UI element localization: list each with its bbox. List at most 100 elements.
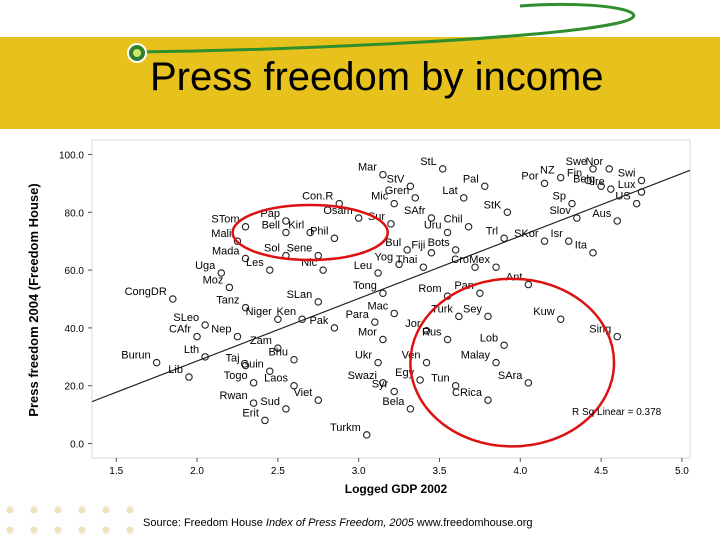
point-label: Zam	[250, 335, 272, 347]
point-label: US	[615, 191, 630, 203]
data-point	[584, 176, 592, 185]
point-label: Laos	[264, 373, 288, 385]
point-label: Gren	[385, 185, 409, 197]
data-point	[379, 379, 387, 387]
data-point	[443, 335, 452, 344]
data-point	[363, 431, 371, 439]
y-tick-label: 20.0	[65, 382, 85, 393]
fit-layer	[91, 169, 691, 403]
data-point	[568, 199, 576, 208]
data-point	[266, 266, 274, 274]
data-point	[476, 289, 484, 297]
point-label: Uru	[424, 220, 442, 232]
data-point	[330, 324, 339, 332]
data-point	[565, 237, 573, 245]
point-label: StK	[484, 199, 502, 211]
point-label: Bell	[262, 220, 280, 232]
point-label: SLan	[287, 289, 313, 301]
point-label: Sey	[463, 303, 482, 315]
x-tick-label: 4.5	[594, 466, 608, 477]
data-point	[492, 358, 500, 367]
x-axis-label: Logged GDP 2002	[345, 482, 448, 496]
y-axis-label: Press freedom 2004 (Freedom House)	[26, 183, 41, 416]
data-point	[613, 217, 622, 225]
data-point	[556, 315, 565, 323]
data-point	[607, 185, 615, 193]
x-tick-label: 2.5	[271, 466, 285, 477]
data-point	[185, 373, 193, 381]
point-label: CAfr	[169, 324, 191, 336]
point-label: Ire	[592, 176, 605, 188]
data-point	[589, 248, 597, 257]
x-tick-label: 1.5	[109, 466, 123, 477]
data-point	[524, 379, 533, 387]
point-label: Mic	[371, 191, 389, 203]
data-point	[540, 179, 549, 188]
point-label: Kuw	[533, 306, 554, 318]
point-label: STom	[211, 214, 239, 226]
data-point	[201, 321, 209, 329]
data-point	[416, 376, 424, 384]
point-label: Ken	[277, 306, 297, 318]
point-label: Sud	[260, 396, 280, 408]
source-prefix: Source: Freedom House	[143, 517, 266, 529]
data-point	[406, 405, 415, 413]
data-point	[306, 228, 314, 237]
title-swoosh	[137, 2, 636, 54]
data-point	[589, 165, 597, 173]
point-label: Sp	[553, 191, 566, 203]
data-point	[241, 254, 250, 263]
data-point	[241, 361, 250, 370]
data-point	[422, 327, 431, 335]
data-point	[637, 176, 646, 185]
point-label: Pan	[454, 280, 474, 292]
data-point	[540, 237, 549, 245]
point-label: Kirl	[288, 220, 304, 232]
data-point	[613, 332, 622, 341]
point-label: Malay	[461, 350, 491, 362]
data-point	[573, 214, 581, 222]
point-label: Rus	[422, 326, 442, 338]
data-point	[387, 220, 395, 228]
data-point	[632, 199, 641, 208]
data-point	[455, 312, 463, 321]
data-point	[484, 312, 492, 321]
point-label: Sol	[264, 243, 280, 255]
point-label: Pak	[309, 315, 328, 327]
data-point	[471, 263, 479, 271]
point-label: Lux	[618, 179, 636, 191]
point-label: Sing	[589, 324, 611, 336]
point-label: Mada	[212, 246, 240, 258]
point-label: Lob	[480, 332, 498, 344]
point-label: Swi	[618, 167, 636, 179]
data-point	[480, 182, 489, 191]
point-label: Tun	[431, 373, 450, 385]
point-label: Belg	[573, 173, 595, 185]
point-label: Tong	[353, 280, 377, 292]
point-label: Leu	[354, 260, 372, 272]
source-italic: Index of Press Freedom, 2005	[265, 517, 414, 529]
data-point	[290, 381, 298, 390]
data-point	[379, 170, 387, 179]
data-point	[379, 335, 387, 344]
data-point	[282, 228, 290, 237]
data-point	[274, 315, 282, 323]
data-point	[314, 298, 323, 306]
data-point	[274, 344, 282, 352]
point-label: Chil	[444, 214, 463, 226]
point-label: Guin	[241, 358, 264, 370]
point-label: Mar	[358, 162, 377, 174]
point-label: Sene	[287, 243, 313, 255]
point-label: Mali	[211, 228, 231, 240]
point-label: Rom	[418, 283, 441, 295]
data-point	[152, 358, 161, 367]
title-bullet-inner-icon	[133, 49, 141, 57]
r-squared-label: R Sq Linear = 0.378	[572, 407, 662, 418]
point-label: Mex	[469, 254, 490, 266]
point-label: Erit	[242, 407, 259, 419]
point-label: Tanz	[216, 295, 239, 307]
highlight-ellipse	[409, 277, 616, 448]
fit-line	[91, 169, 691, 403]
